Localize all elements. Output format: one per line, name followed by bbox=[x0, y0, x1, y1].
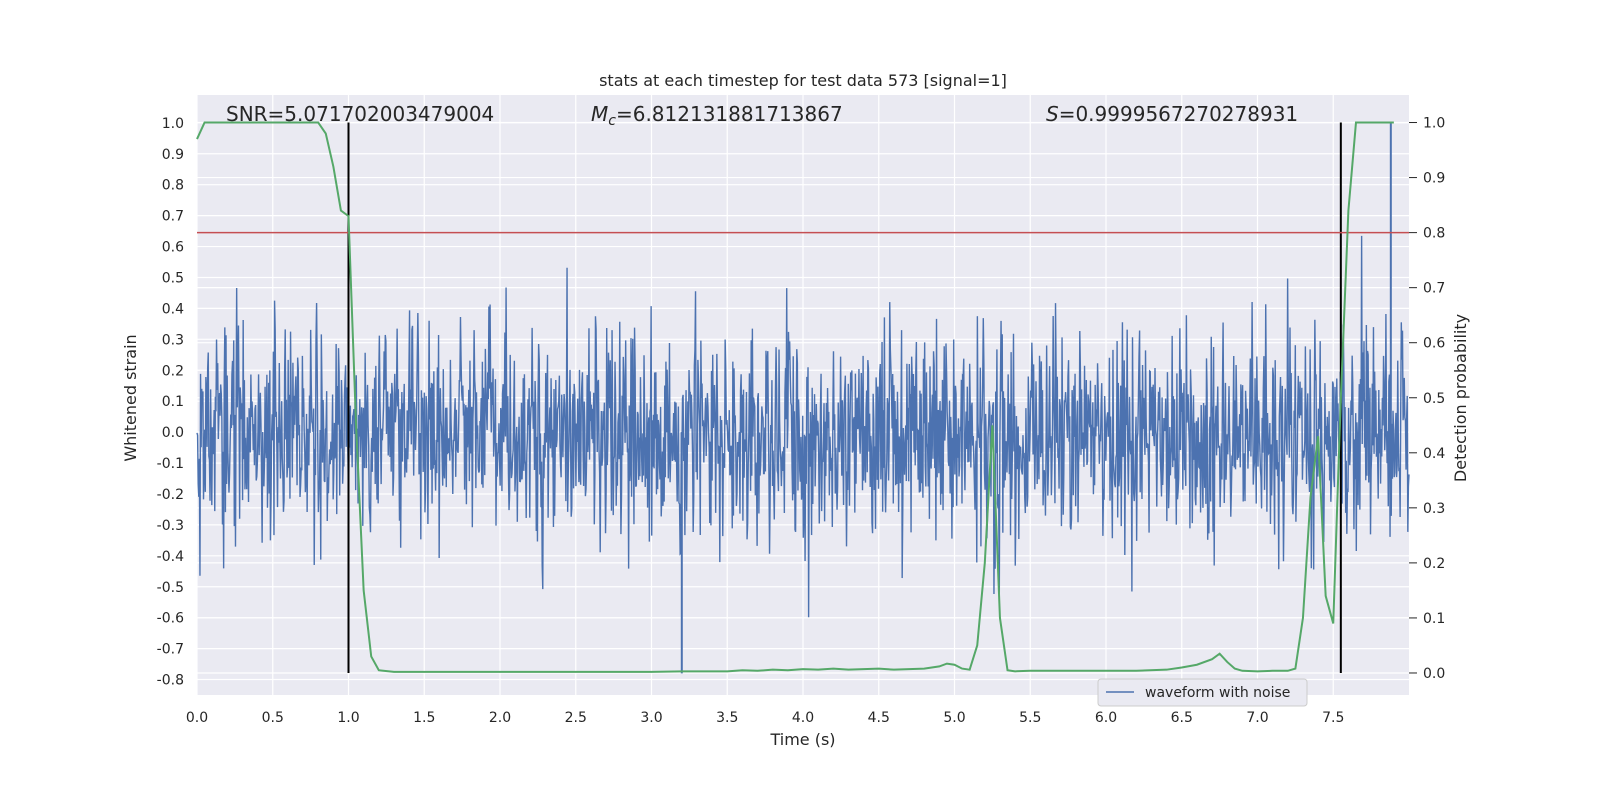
y-tick-label-8: 0.0 bbox=[162, 425, 184, 441]
legend-entry-waveform: waveform with noise bbox=[1145, 685, 1290, 701]
y-tick-label-1: -0.7 bbox=[157, 642, 184, 658]
detection-probability-line bbox=[196, 121, 1394, 673]
x-tick-label-8: 4.0 bbox=[792, 710, 814, 726]
y-tick-label-0: -0.8 bbox=[157, 673, 184, 689]
y-tick-label-13: 0.5 bbox=[162, 270, 184, 286]
y2-tick-label-8: 0.8 bbox=[1423, 226, 1445, 242]
y-tick-label-18: 1.0 bbox=[162, 116, 184, 132]
y2-tick-labels: 0.0 0.1 0.2 0.3 0.4 0.5 0.6 0.7 0.8 0.9 1.0 bbox=[1409, 116, 1445, 682]
snr-annotation: SNR=5.071702003479004 bbox=[226, 102, 494, 126]
y-tick-label-6: -0.2 bbox=[157, 487, 184, 503]
legend-box bbox=[1097, 678, 1308, 707]
score-symbol: S bbox=[1046, 102, 1059, 126]
x-tick-labels: 0.0 0.5 1.0 1.5 2.0 2.5 3.0 3.5 4.0 4.5 5.0 5.5 6.0 6… bbox=[186, 710, 1345, 726]
x-tick-label-14: 7.0 bbox=[1246, 710, 1268, 726]
chirp-mass-symbol: M bbox=[591, 102, 608, 126]
waveform-line bbox=[196, 235, 1410, 618]
y-tick-labels: -0.8 -0.7 -0.6 -0.5 -0.4 -0.3 -0.2 -0.1 0.0 0.1 0.… bbox=[157, 116, 184, 689]
y-tick-label-11: 0.3 bbox=[162, 332, 184, 348]
y2-tick-label-3: 0.3 bbox=[1423, 501, 1445, 517]
x-tick-label-2: 1.0 bbox=[337, 710, 359, 726]
y2-tick-label-1: 0.1 bbox=[1423, 611, 1445, 627]
y2-tick-label-5: 0.5 bbox=[1423, 391, 1445, 407]
y-tick-label-9: 0.1 bbox=[162, 394, 184, 410]
y-axis-label: Whitened strain bbox=[121, 334, 140, 461]
x-tick-label-6: 3.0 bbox=[640, 710, 662, 726]
y2-axis-label: Detection probability bbox=[1451, 314, 1470, 482]
detection-probability-series bbox=[196, 121, 1394, 673]
x-tick-label-3: 1.5 bbox=[413, 710, 435, 726]
y-tick-label-17: 0.9 bbox=[162, 147, 184, 163]
x-tick-label-9: 4.5 bbox=[868, 710, 890, 726]
y-tick-label-12: 0.4 bbox=[162, 301, 184, 317]
y-tick-label-16: 0.8 bbox=[162, 178, 184, 194]
x-tick-label-10: 5.0 bbox=[943, 710, 965, 726]
score-value: =0.9999567270278931 bbox=[1059, 102, 1298, 126]
chart-title: stats at each timestep for test data 573… bbox=[599, 71, 1007, 90]
y-tick-label-7: -0.1 bbox=[157, 456, 184, 472]
y2-tick-label-9: 0.9 bbox=[1423, 171, 1445, 187]
x-tick-label-13: 6.5 bbox=[1171, 710, 1193, 726]
y2-tick-label-7: 0.7 bbox=[1423, 281, 1445, 297]
y-tick-label-14: 0.6 bbox=[162, 240, 184, 256]
y-tick-label-5: -0.3 bbox=[157, 518, 184, 534]
y2-tick-label-6: 0.6 bbox=[1423, 336, 1445, 352]
y2-tick-label-4: 0.4 bbox=[1423, 446, 1445, 462]
x-tick-label-12: 6.0 bbox=[1095, 710, 1117, 726]
x-tick-label-1: 0.5 bbox=[262, 710, 284, 726]
y-tick-label-10: 0.2 bbox=[162, 363, 184, 379]
x-tick-label-15: 7.5 bbox=[1322, 710, 1344, 726]
waveform-series bbox=[196, 122, 1410, 674]
chirp-mass-value: =6.812131881713867 bbox=[616, 102, 843, 126]
chirp-mass-subscript: c bbox=[608, 113, 616, 129]
x-tick-label-7: 3.5 bbox=[716, 710, 738, 726]
y-tick-label-15: 0.7 bbox=[162, 209, 184, 225]
y-tick-label-2: -0.6 bbox=[157, 611, 184, 627]
legend: waveform with noise bbox=[1097, 678, 1308, 707]
y2-tick-label-10: 1.0 bbox=[1423, 116, 1445, 132]
y2-tick-label-0: 0.0 bbox=[1423, 666, 1445, 682]
y2-tick-label-2: 0.2 bbox=[1423, 556, 1445, 572]
x-tick-label-11: 5.5 bbox=[1019, 710, 1041, 726]
x-tick-label-4: 2.0 bbox=[489, 710, 511, 726]
y-tick-label-3: -0.5 bbox=[157, 580, 184, 596]
x-tick-label-0: 0.0 bbox=[186, 710, 208, 726]
y-tick-label-4: -0.4 bbox=[157, 549, 184, 565]
score-annotation: S=0.9999567270278931 bbox=[1046, 102, 1298, 126]
chirp-mass-annotation: Mc=6.812131881713867 bbox=[591, 102, 843, 129]
x-axis-label: Time (s) bbox=[769, 730, 835, 749]
x-tick-label-5: 2.5 bbox=[565, 710, 587, 726]
